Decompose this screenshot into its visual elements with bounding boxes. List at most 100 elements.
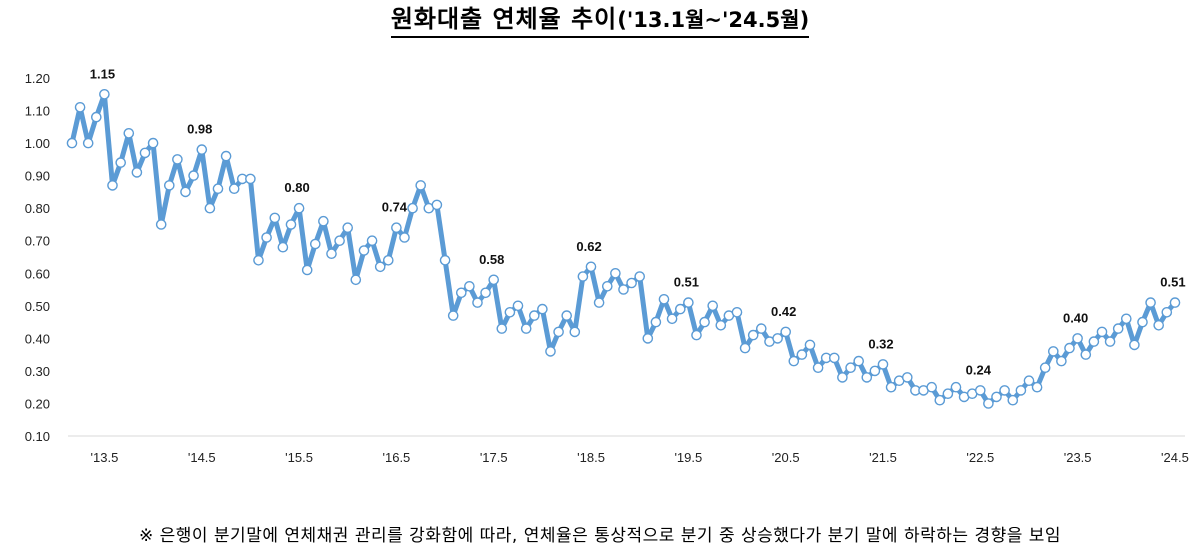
x-tick-label: '18.5 [577, 450, 605, 465]
y-axis: 1.20 1.10 1.00 0.90 0.80 0.70 0.60 0.50 0.40 0.30… [25, 71, 50, 444]
data-point-marker [950, 381, 962, 393]
data-point-marker [1056, 355, 1067, 367]
data-point-marker [1088, 336, 1100, 347]
chart-title-text: 원화대출 연체율 추이('13.1월~'24.5월) [390, 4, 810, 38]
y-tick-label: 0.90 [25, 169, 50, 184]
y-tick-label: 1.10 [25, 104, 50, 119]
data-point-marker [666, 313, 678, 325]
data-point-marker [431, 199, 443, 211]
x-tick-label: '23.5 [1064, 450, 1092, 465]
data-point-marker [1129, 339, 1140, 351]
data-point-marker [780, 326, 792, 338]
data-point-marker [472, 297, 483, 308]
data-point-marker [293, 202, 305, 214]
data-point-marker [147, 137, 159, 149]
line-chart: 1.20 1.10 1.00 0.90 0.80 0.70 0.60 0.50 0.40 0.30… [25, 66, 1189, 465]
data-point-marker [301, 264, 313, 276]
data-point-marker [683, 297, 694, 308]
data-label: 0.42 [771, 304, 796, 319]
data-point-marker [407, 202, 418, 214]
data-point-marker [707, 300, 719, 312]
x-tick-label: '24.5 [1161, 450, 1189, 465]
data-point-marker [691, 329, 702, 341]
y-tick-label: 0.80 [25, 201, 50, 216]
data-point-marker [829, 352, 840, 364]
data-label: 0.62 [576, 239, 601, 254]
data-point-marker [366, 235, 378, 246]
data-point-marker [155, 219, 167, 230]
data-label: 0.40 [1063, 310, 1088, 325]
data-point-marker [455, 287, 467, 299]
data-point-marker [74, 102, 86, 113]
data-point-marker [812, 362, 824, 374]
data-point-marker [99, 89, 110, 100]
data-point-marker [520, 323, 532, 334]
data-label: 0.98 [187, 122, 212, 137]
data-point-marker [1072, 333, 1083, 344]
x-tick-label: '16.5 [383, 450, 411, 465]
data-point-marker [991, 391, 1002, 403]
data-label: 0.51 [674, 275, 699, 290]
data-point-marker [342, 222, 354, 233]
data-label: 0.51 [1160, 275, 1185, 290]
data-point-marker [253, 254, 264, 266]
data-point-marker [634, 271, 646, 282]
data-point-marker [934, 394, 946, 406]
data-point-marker [1039, 362, 1051, 374]
data-markers [66, 89, 1181, 409]
data-annotations: 1.15 0.98 0.80 0.74 0.58 0.62 0.51 0.42 0.32 0.24… [90, 66, 1186, 377]
data-point-marker [188, 170, 199, 181]
data-point-marker [464, 280, 475, 292]
data-point-marker [756, 323, 767, 334]
x-tick-label: '14.5 [188, 450, 216, 465]
y-tick-label: 1.20 [25, 71, 50, 86]
y-tick-label: 1.00 [25, 136, 50, 151]
data-point-marker [796, 349, 808, 360]
y-tick-label: 0.30 [25, 364, 50, 379]
data-point-marker [504, 306, 516, 318]
data-point-marker [139, 147, 151, 159]
data-point-marker [204, 202, 216, 214]
data-point-marker [577, 271, 589, 282]
data-point-marker [66, 137, 78, 149]
x-axis: '13.5 '14.5 '15.5 '16.5 '17.5 '18.5 '19.5 '20.5… [91, 450, 1189, 465]
data-point-marker [585, 261, 597, 273]
data-point-marker [374, 261, 386, 273]
data-point-marker [1007, 394, 1019, 406]
data-point-marker [358, 245, 370, 256]
data-point-marker [220, 150, 232, 162]
data-point-marker [699, 316, 710, 328]
data-point-marker [885, 381, 897, 393]
y-tick-label: 0.70 [25, 234, 50, 249]
data-point-marker [115, 157, 126, 168]
data-point-marker [529, 310, 540, 321]
y-tick-label: 0.40 [25, 331, 50, 346]
y-tick-label: 0.50 [25, 299, 50, 314]
data-point-marker [1023, 375, 1035, 387]
data-point-marker [602, 280, 613, 292]
data-point-marker [1096, 326, 1108, 338]
x-tick-label: '21.5 [869, 450, 897, 465]
data-point-marker [496, 323, 508, 334]
data-point-marker [382, 254, 394, 266]
data-point-marker [642, 333, 654, 344]
data-point-marker [131, 167, 143, 178]
y-tick-label: 0.20 [25, 396, 50, 411]
data-point-marker [163, 180, 175, 191]
footnote: ※ 은행이 분기말에 연체채권 관리를 강화함에 따라, 연체율은 통상적으로 … [138, 526, 1062, 546]
data-point-marker [277, 241, 289, 253]
chart-title-main: 원화대출 연체율 추이 [390, 5, 618, 33]
data-point-marker [480, 287, 491, 299]
data-point-marker [593, 297, 605, 308]
data-point-marker [309, 238, 321, 250]
data-point-marker [545, 346, 556, 357]
data-point-marker [553, 326, 564, 338]
data-point-marker [902, 372, 913, 383]
data-point-marker [228, 183, 240, 194]
data-point-marker [739, 342, 751, 354]
data-point-marker [650, 316, 662, 328]
data-point-marker [869, 365, 881, 377]
data-label: 1.15 [90, 66, 115, 81]
x-tick-label: '22.5 [966, 450, 994, 465]
data-label: 0.74 [382, 200, 408, 215]
